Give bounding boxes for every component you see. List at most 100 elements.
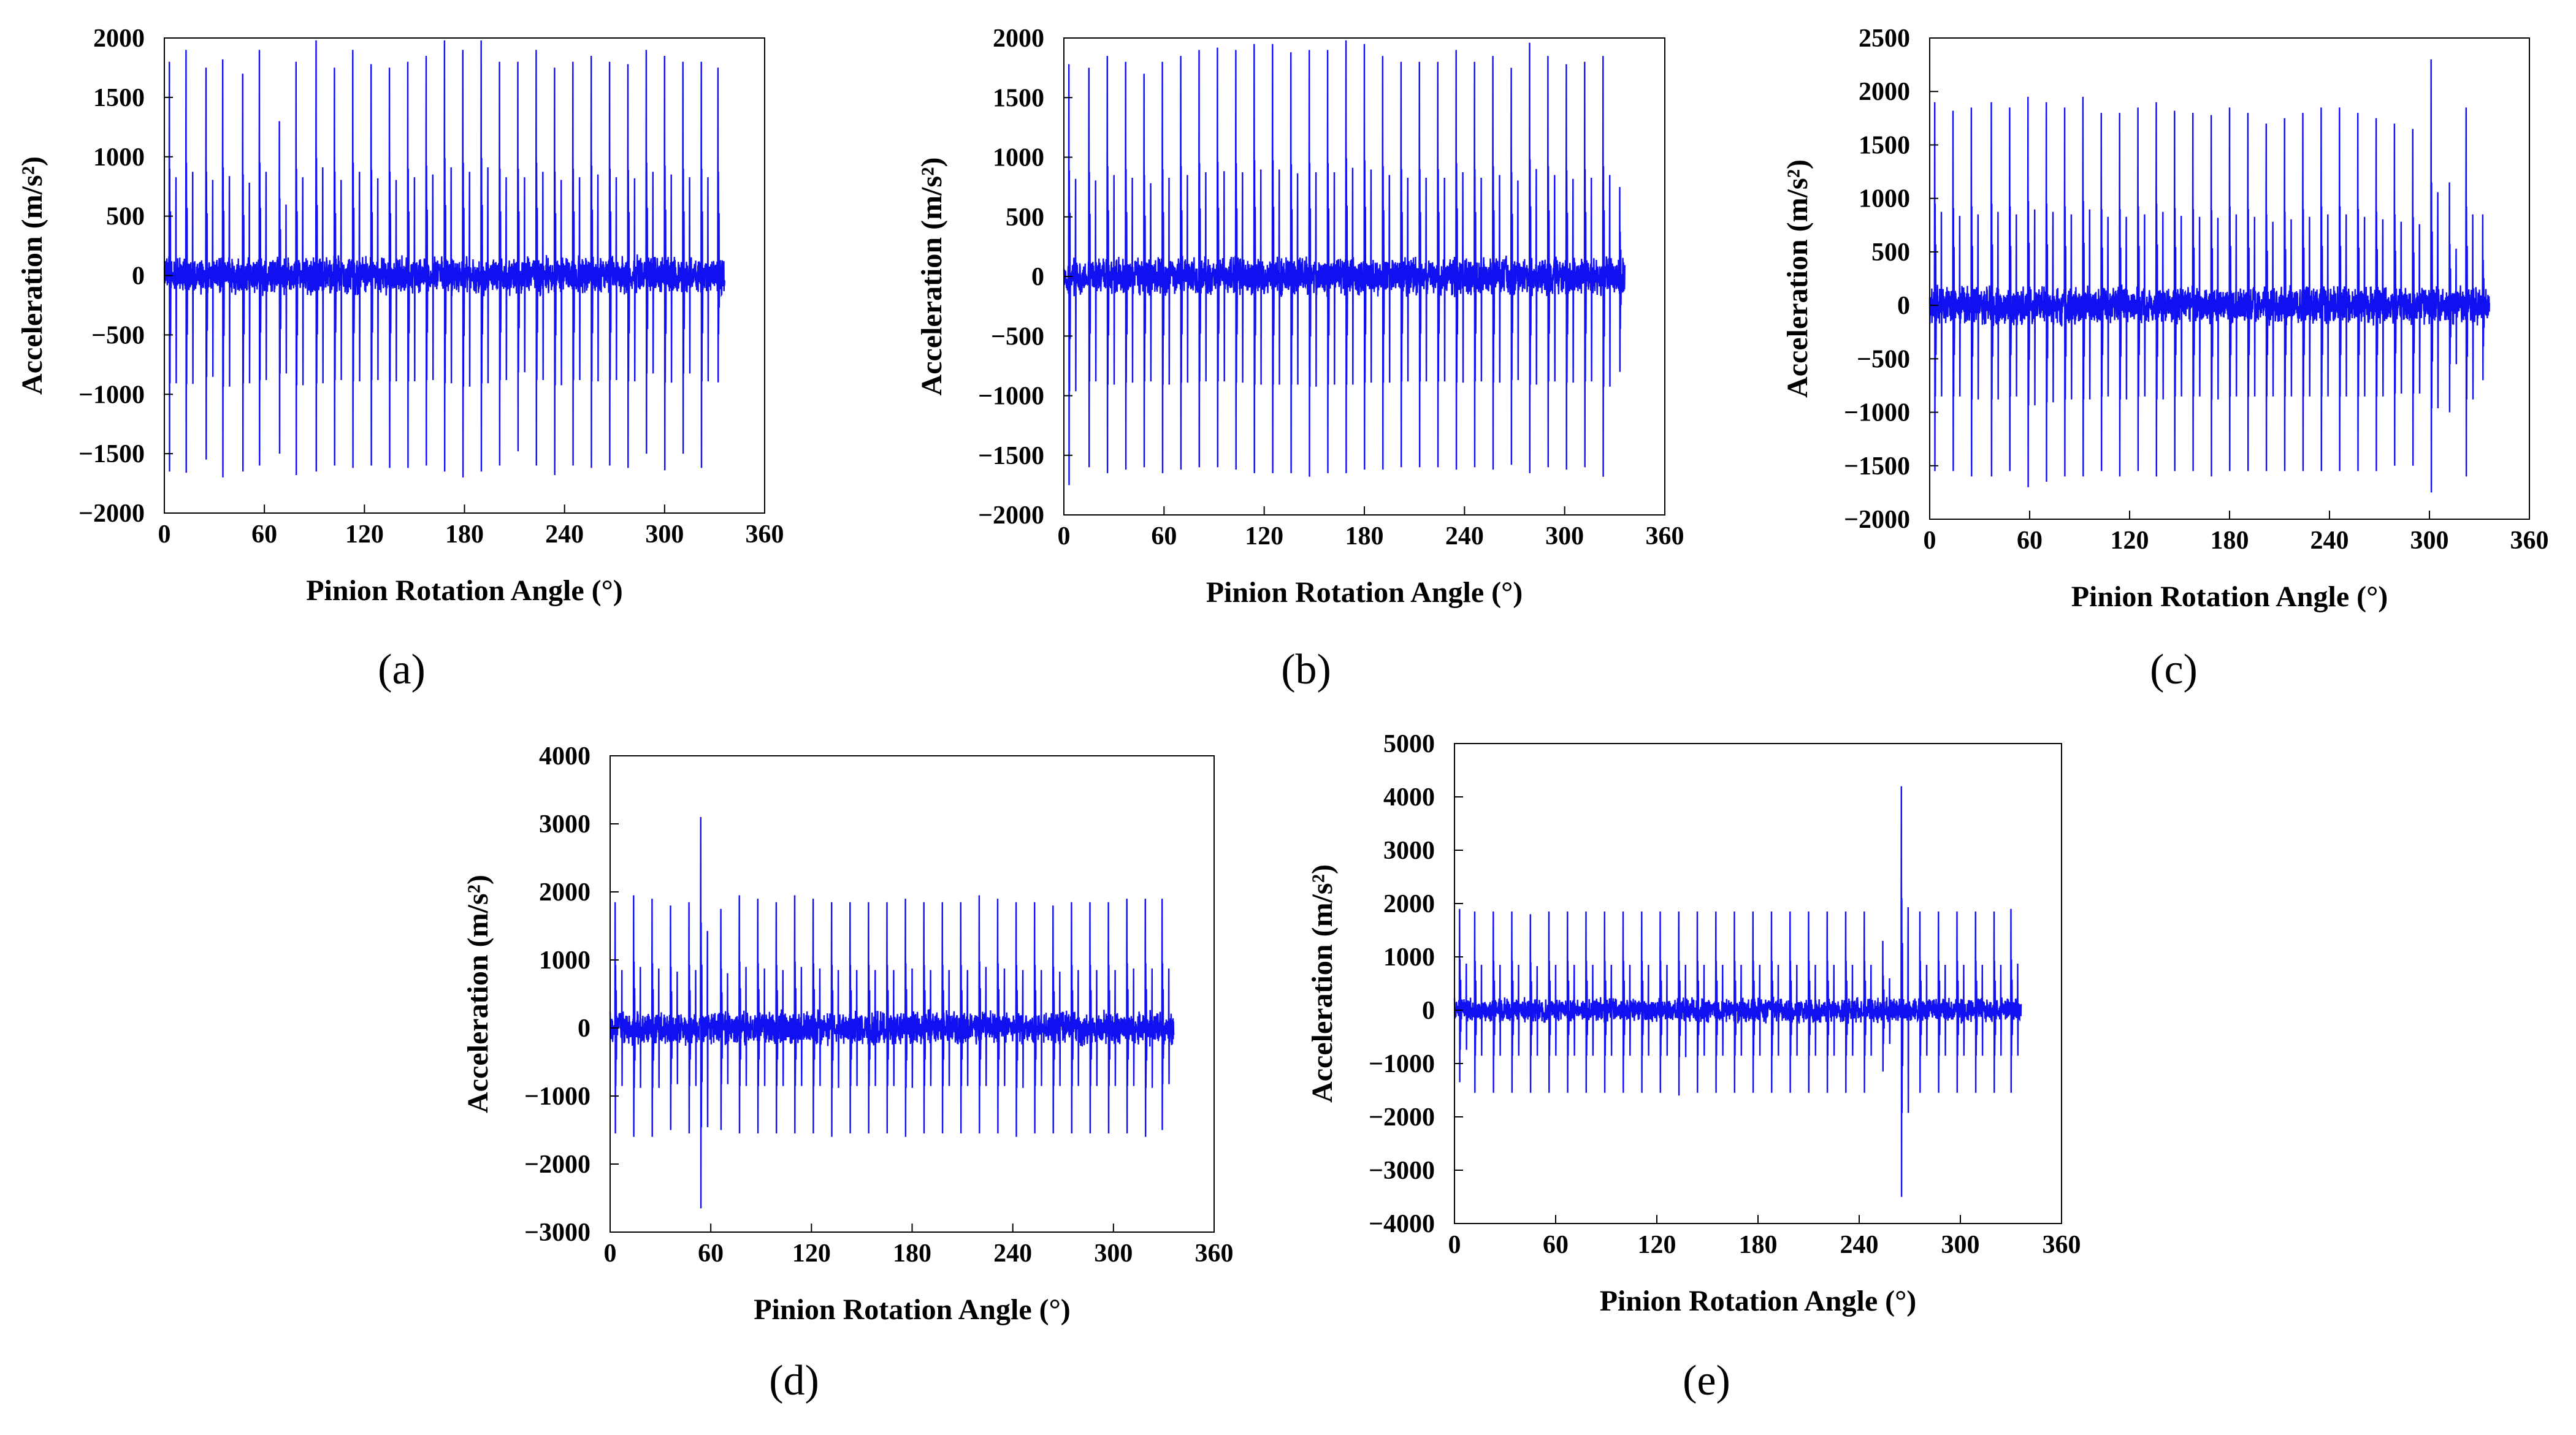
y-axis-title-e: Acceleration (m/s²) — [1306, 864, 1339, 1103]
signal-trace-e — [1453, 786, 2022, 1197]
x-tick-label-c-6: 360 — [2510, 527, 2549, 555]
x-tick-label-a-3: 180 — [445, 520, 484, 549]
y-tick-label-e-3: −1000 — [1369, 1050, 1435, 1078]
y-tick-label-d-6: 3000 — [539, 810, 590, 839]
y-tick-label-d-2: −1000 — [524, 1083, 590, 1111]
y-tick-label-e-8: 4000 — [1383, 783, 1435, 812]
chart-panel-d: 0 60 120 180 240 300 360 −3000 −2000 −1000 0 1000 20… — [462, 742, 1234, 1404]
y-tick-label-b-6: 1000 — [993, 144, 1044, 172]
x-tick-label-d-2: 120 — [792, 1239, 831, 1268]
y-tick-label-e-0: −4000 — [1369, 1210, 1435, 1238]
x-tick-label-c-3: 180 — [2211, 527, 2249, 555]
y-tick-label-a-5: 500 — [106, 203, 145, 231]
signal-trace-b — [1063, 40, 1626, 485]
x-axis-title-c: Pinion Rotation Angle (°) — [2071, 580, 2388, 613]
y-tick-label-e-2: −2000 — [1369, 1103, 1435, 1132]
y-tick-label-d-3: 0 — [578, 1014, 590, 1043]
x-axis-title-e: Pinion Rotation Angle (°) — [1600, 1285, 1917, 1317]
x-tick-label-d-1: 60 — [698, 1239, 724, 1268]
signal-trace-a — [163, 40, 725, 478]
y-tick-label-b-4: 0 — [1031, 263, 1044, 291]
y-tick-label-d-7: 4000 — [539, 742, 590, 771]
x-tick-label-b-6: 360 — [1646, 522, 1684, 550]
chart-panel-a: 0 60 120 180 240 300 360 −2000 −1500 −1000 −500 0 50… — [16, 25, 784, 693]
x-tick-label-c-1: 60 — [2017, 527, 2043, 555]
y-tick-label-c-0: −2000 — [1844, 506, 1910, 534]
x-tick-label-d-4: 240 — [993, 1239, 1032, 1268]
x-tick-label-c-0: 0 — [1924, 527, 1936, 555]
y-tick-label-e-7: 3000 — [1383, 837, 1435, 865]
x-axis-title-d: Pinion Rotation Angle (°) — [754, 1293, 1071, 1326]
x-tick-label-a-4: 240 — [545, 520, 584, 549]
x-tick-label-e-3: 180 — [1739, 1231, 1778, 1259]
y-tick-label-a-8: 2000 — [93, 25, 145, 53]
y-tick-label-d-0: −3000 — [524, 1219, 590, 1247]
y-tick-label-d-5: 2000 — [539, 878, 590, 907]
y-axis-title-b: Acceleration (m/s²) — [915, 158, 948, 396]
y-tick-label-a-6: 1000 — [93, 143, 145, 172]
signal-trace-c — [1928, 59, 2490, 493]
x-tick-label-d-3: 180 — [893, 1239, 931, 1268]
x-tick-label-c-2: 120 — [2111, 527, 2149, 555]
y-tick-label-b-7: 1500 — [993, 84, 1044, 112]
panel-label-b: (b) — [1281, 646, 1331, 693]
x-axis-title-b: Pinion Rotation Angle (°) — [1206, 576, 1523, 609]
x-tick-label-e-2: 120 — [1638, 1231, 1676, 1259]
x-tick-label-e-1: 60 — [1543, 1231, 1569, 1259]
x-tick-label-e-4: 240 — [1840, 1231, 1879, 1259]
y-axis-title-d: Acceleration (m/s²) — [462, 875, 494, 1113]
y-axis-title-a: Acceleration (m/s²) — [16, 156, 48, 395]
y-tick-label-a-2: −1000 — [78, 381, 145, 409]
y-tick-label-b-1: −1500 — [978, 442, 1044, 470]
x-tick-label-e-0: 0 — [1448, 1231, 1461, 1259]
x-tick-label-c-5: 300 — [2410, 527, 2449, 555]
y-tick-label-d-1: −2000 — [524, 1151, 590, 1179]
y-tick-label-e-6: 2000 — [1383, 890, 1435, 918]
y-tick-label-b-3: −500 — [991, 322, 1044, 351]
y-tick-label-c-5: 500 — [1871, 238, 1910, 267]
x-tick-label-b-1: 60 — [1151, 522, 1177, 550]
x-tick-label-a-5: 300 — [645, 520, 684, 549]
y-tick-label-e-5: 1000 — [1383, 943, 1435, 972]
x-axis-title-a: Pinion Rotation Angle (°) — [306, 574, 623, 607]
y-tick-label-c-8: 2000 — [1859, 78, 1910, 106]
y-tick-label-b-2: −1000 — [978, 383, 1044, 411]
panel-label-c: (c) — [2150, 646, 2198, 693]
x-tick-label-b-5: 300 — [1545, 522, 1584, 550]
x-tick-label-c-4: 240 — [2310, 527, 2349, 555]
chart-panel-b: 0 60 120 180 240 300 360 −2000 −1500 −1000 −500 0 50… — [915, 25, 1684, 693]
x-tick-label-e-5: 300 — [1941, 1231, 1980, 1259]
y-tick-label-e-4: 0 — [1422, 997, 1435, 1025]
x-tick-label-e-6: 360 — [2043, 1231, 2081, 1259]
x-tick-label-b-2: 120 — [1245, 522, 1283, 550]
x-tick-label-b-3: 180 — [1345, 522, 1384, 550]
x-tick-label-d-0: 0 — [604, 1239, 617, 1268]
panel-label-d: (d) — [769, 1357, 819, 1404]
x-tick-label-a-2: 120 — [345, 520, 384, 549]
signal-trace-d — [609, 816, 1175, 1209]
x-tick-label-d-6: 360 — [1195, 1239, 1234, 1268]
y-tick-label-b-8: 2000 — [993, 25, 1044, 53]
y-tick-label-c-3: −500 — [1857, 345, 1910, 373]
y-tick-label-c-6: 1000 — [1859, 185, 1910, 213]
y-tick-label-d-4: 1000 — [539, 946, 590, 975]
y-tick-label-c-2: −1000 — [1844, 399, 1910, 427]
y-tick-label-a-4: 0 — [132, 262, 145, 291]
y-tick-label-a-1: −1500 — [78, 440, 145, 468]
x-tick-label-a-6: 360 — [746, 520, 784, 549]
x-tick-label-a-1: 60 — [251, 520, 277, 549]
y-tick-label-a-3: −500 — [91, 321, 145, 349]
y-tick-label-b-5: 500 — [1006, 204, 1044, 232]
y-tick-label-a-7: 1500 — [93, 84, 145, 112]
chart-panel-c: 0 60 120 180 240 300 360 −2000 −1500 −1000 −500 0 50… — [1781, 25, 2549, 693]
y-tick-label-c-4: 0 — [1897, 292, 1910, 320]
y-tick-label-e-9: 5000 — [1383, 730, 1435, 758]
panel-label-e: (e) — [1683, 1357, 1730, 1404]
x-tick-label-b-4: 240 — [1445, 522, 1484, 550]
y-tick-label-e-1: −3000 — [1369, 1157, 1435, 1185]
y-tick-label-a-0: −2000 — [78, 500, 145, 528]
x-tick-label-d-5: 300 — [1094, 1239, 1133, 1268]
chart-panel-e: 0 60 120 180 240 300 360 −4000 −3000 −2000 −1000 0 1… — [1306, 730, 2081, 1404]
y-tick-label-b-0: −2000 — [978, 501, 1044, 530]
